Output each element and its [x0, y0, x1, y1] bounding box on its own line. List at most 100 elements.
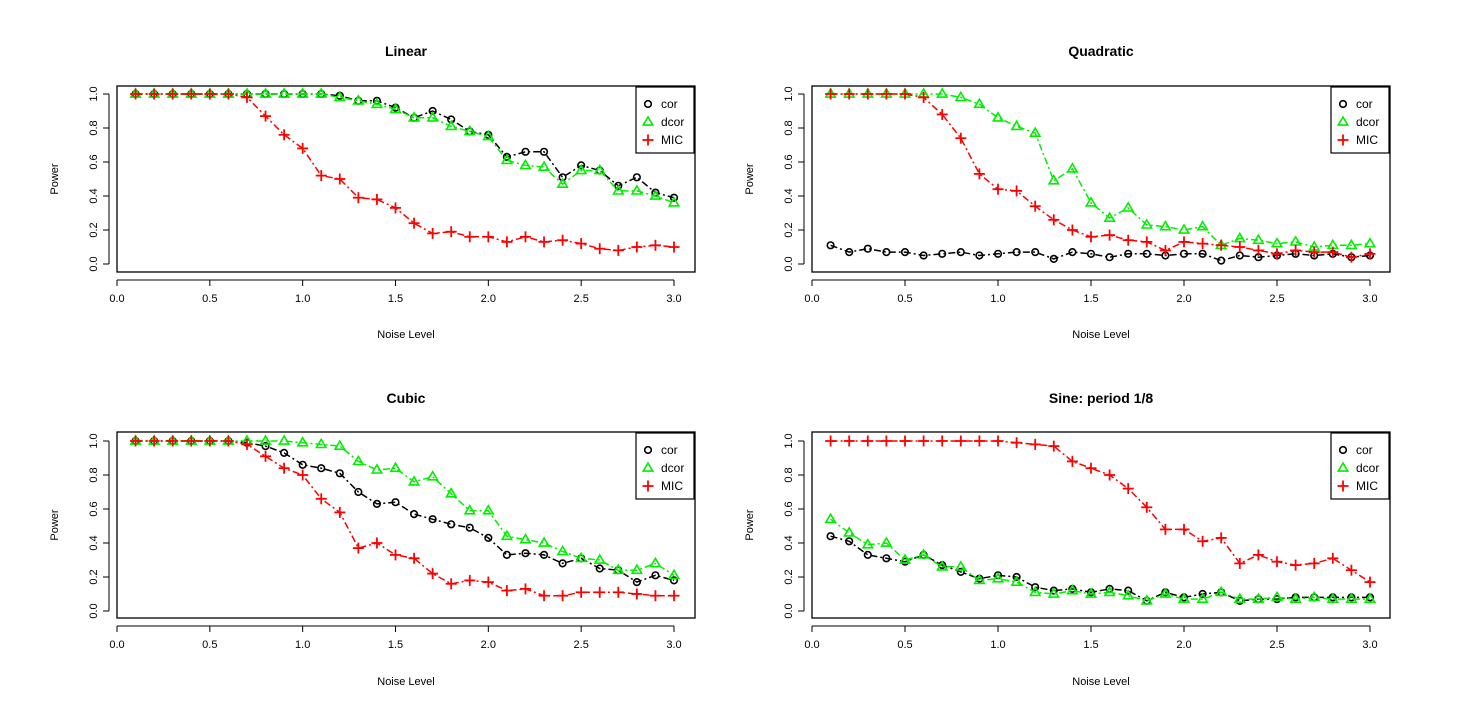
data-point-dcor: [1215, 585, 1228, 597]
x-tick-label: 2.0: [1176, 293, 1191, 305]
data-point-MIC: [1271, 556, 1283, 568]
data-point-dcor: [277, 434, 291, 445]
data-point-MIC: [1345, 564, 1357, 576]
data-point-cor: [1031, 248, 1040, 257]
data-point-MIC: [649, 590, 661, 602]
data-point-MIC: [408, 552, 420, 564]
x-tick-label: 3.0: [1362, 639, 1377, 651]
data-point-cor: [558, 559, 567, 568]
x-tick-label: 3.0: [666, 293, 681, 305]
data-point-dcor: [917, 548, 930, 559]
x-tick-label: 0.0: [804, 639, 819, 651]
x-tick-label: 0.0: [804, 293, 819, 305]
data-point-dcor: [1010, 119, 1023, 131]
data-point-MIC: [1011, 437, 1023, 449]
data-point-dcor: [1066, 162, 1079, 173]
data-point-MIC: [371, 537, 383, 549]
x-axis: 0.0 0.5 1.0 1.5 2.0 2.5 3.0: [804, 625, 1378, 651]
data-point-MIC: [631, 241, 643, 253]
data-point-MIC: [1085, 462, 1097, 474]
series-line-MIC: [830, 93, 1371, 258]
data-point-MIC: [992, 435, 1004, 447]
data-point-dcor: [593, 553, 606, 564]
data-point-dcor: [537, 160, 551, 171]
data-point-dcor: [973, 97, 986, 109]
data-point-MIC: [352, 192, 364, 204]
data-point-dcor: [519, 533, 532, 544]
y-axis-label: Power: [744, 509, 756, 541]
data-point-dcor: [445, 119, 458, 131]
data-point-cor: [863, 550, 872, 560]
data-point-MIC: [899, 435, 911, 447]
data-point-MIC: [278, 129, 290, 141]
data-point-dcor: [1029, 126, 1042, 137]
data-point-dcor: [389, 102, 402, 114]
data-point-dcor: [1196, 592, 1209, 604]
data-point-MIC: [992, 183, 1004, 195]
legend-item-MIC: MIC: [642, 133, 683, 147]
legend-label: MIC: [1356, 479, 1378, 493]
data-point-dcor: [1326, 592, 1339, 604]
x-tick-label: 1.5: [388, 639, 403, 651]
data-point-dcor: [1363, 592, 1377, 604]
data-point-MIC: [1029, 438, 1041, 450]
data-point-dcor: [556, 177, 569, 188]
data-point-MIC: [612, 586, 624, 598]
legend-label: dcor: [1356, 461, 1379, 475]
data-point-MIC: [408, 217, 420, 229]
data-point-cor: [317, 464, 326, 473]
series-line-MIC: [135, 93, 675, 252]
data-point-MIC: [241, 91, 253, 103]
data-point-cor: [1198, 249, 1207, 258]
data-point-dcor: [445, 487, 458, 498]
data-point-dcor: [389, 461, 402, 473]
data-point-cor: [521, 549, 530, 558]
data-point-MIC: [973, 168, 985, 180]
data-point-MIC: [1029, 200, 1041, 212]
data-point-dcor: [370, 463, 384, 474]
legend-symbol-cor: [1338, 445, 1348, 455]
data-point-cor: [261, 442, 270, 451]
data-point-cor: [614, 181, 623, 190]
data-point-dcor: [463, 504, 476, 515]
data-point-MIC: [427, 227, 439, 239]
data-point-MIC: [390, 202, 401, 214]
chart-title: Linear: [385, 43, 428, 59]
data-point-dcor: [1252, 592, 1265, 604]
data-point-cor: [354, 487, 363, 497]
data-point-MIC: [1345, 251, 1357, 263]
data-point-dcor: [1289, 592, 1302, 604]
legend-symbol-dcor: [1336, 115, 1350, 126]
data-point-cor: [409, 509, 419, 519]
data-point-MIC: [1308, 246, 1320, 258]
x-tick-label: 2.0: [481, 639, 496, 651]
data-point-dcor: [1047, 587, 1060, 598]
series-line-cor: [135, 93, 675, 199]
data-point-MIC: [1252, 244, 1264, 256]
data-point-dcor: [259, 87, 272, 98]
data-point-MIC: [862, 435, 874, 447]
data-point-dcor: [482, 504, 495, 515]
y-tick-label: 0.8: [88, 120, 100, 135]
x-axis-label: Noise Level: [377, 676, 434, 688]
data-point-dcor: [1363, 237, 1377, 248]
y-tick-label: 0.2: [88, 569, 100, 584]
data-point-dcor: [1084, 587, 1098, 598]
data-point-MIC: [918, 435, 930, 447]
data-point-MIC: [1215, 239, 1227, 251]
x-tick-label: 1.0: [990, 639, 1005, 651]
y-tick-label: 1.0: [88, 86, 100, 101]
legend-item-MIC: MIC: [1337, 479, 1378, 493]
data-point-MIC: [1085, 231, 1097, 243]
data-point-dcor: [630, 184, 644, 195]
data-point-MIC: [862, 88, 874, 100]
y-tick-label: 0.0: [783, 256, 795, 271]
data-point-dcor: [880, 536, 893, 547]
data-point-dcor: [333, 439, 346, 451]
legend-symbol-MIC: [642, 134, 654, 146]
data-point-MIC: [649, 239, 661, 251]
data-point-MIC: [222, 88, 234, 100]
legend-item-MIC: MIC: [642, 479, 683, 493]
series-line-MIC: [135, 440, 674, 597]
data-point-cor: [863, 244, 872, 253]
